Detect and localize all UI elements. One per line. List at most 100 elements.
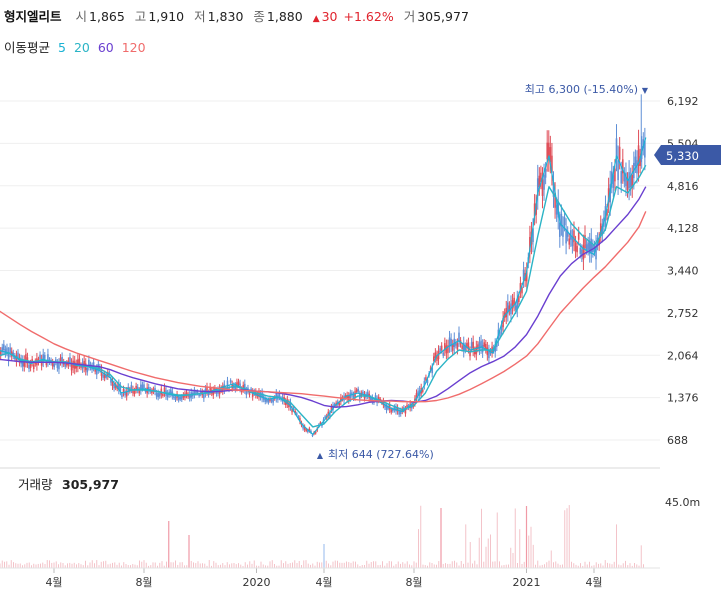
- candle-body: [177, 396, 180, 401]
- candle-body: [206, 386, 208, 392]
- candle-body: [581, 249, 583, 257]
- candle-body: [470, 342, 473, 349]
- candle-body: [259, 393, 262, 398]
- candle-body: [484, 344, 487, 350]
- candle-body: [59, 357, 62, 363]
- candle-body: [607, 188, 610, 203]
- candle-body: [286, 399, 289, 405]
- candle-body: [445, 345, 448, 354]
- candle-body: [494, 344, 497, 352]
- candle-body: [444, 343, 446, 351]
- candle-body: [473, 349, 476, 355]
- candle-body: [12, 352, 15, 357]
- candle-body: [17, 352, 19, 358]
- ma-60-label[interactable]: 60: [97, 40, 114, 55]
- ma-5-label[interactable]: 5: [58, 40, 66, 55]
- candle-body: [576, 246, 578, 253]
- candle-body: [198, 394, 200, 397]
- candle-body: [546, 142, 548, 160]
- candle-body: [385, 405, 388, 411]
- candle-body: [544, 168, 547, 178]
- candle-body: [266, 399, 268, 402]
- candle-body: [573, 230, 575, 243]
- candle-body: [9, 347, 11, 354]
- candle-body: [223, 384, 226, 390]
- candle-body: [105, 374, 107, 378]
- candle-body: [75, 363, 78, 369]
- candle-body: [295, 413, 298, 416]
- x-tick-label: 4월: [585, 576, 602, 589]
- candle-body: [566, 230, 569, 237]
- candle-body: [538, 175, 541, 188]
- current-price-badge-shape: [654, 145, 721, 165]
- candle-body: [69, 357, 71, 363]
- candle-body: [355, 389, 358, 392]
- candle-body: [42, 354, 44, 362]
- candle-body: [467, 342, 470, 349]
- close-label: 종: [253, 9, 265, 24]
- candle-body: [481, 344, 484, 353]
- candle-body: [239, 383, 241, 389]
- candle-body: [275, 393, 278, 399]
- ma-20-label[interactable]: 20: [73, 40, 90, 55]
- candle-body: [118, 383, 120, 390]
- candle-body: [106, 371, 109, 377]
- candle-body: [340, 397, 342, 402]
- candle-body: [587, 242, 589, 250]
- candle-body: [511, 300, 514, 309]
- candle-body: [125, 391, 128, 397]
- candle-body: [147, 386, 150, 392]
- candle-body: [199, 390, 202, 394]
- candle-body: [347, 395, 350, 401]
- candle-body: [212, 390, 215, 396]
- candle-body: [319, 422, 322, 425]
- volume-axis-label: 45.0m: [665, 496, 700, 509]
- candle-body: [462, 342, 465, 352]
- candle-body: [245, 390, 248, 395]
- candle-body: [272, 398, 274, 403]
- candle-body: [466, 343, 468, 348]
- candle-body: [436, 354, 438, 361]
- candle-body: [519, 283, 522, 292]
- candle-body: [425, 377, 427, 381]
- candle-body: [237, 381, 240, 386]
- candle-body: [196, 391, 199, 394]
- candle-body: [43, 354, 46, 359]
- candle-body: [371, 397, 374, 402]
- volume-bars: [0, 505, 644, 568]
- candle-body: [488, 350, 490, 359]
- candle-body: [623, 173, 626, 182]
- candle-body: [83, 360, 85, 368]
- candle-body: [163, 387, 166, 393]
- candle-body: [536, 178, 539, 197]
- ma-5-line: [0, 137, 647, 435]
- candle-body: [185, 392, 188, 396]
- candle-body: [426, 379, 429, 384]
- candle-body: [114, 384, 117, 388]
- candle-body: [88, 359, 90, 366]
- grid-lines: [0, 100, 660, 441]
- candle-body: [130, 385, 133, 390]
- candle-body: [92, 362, 95, 368]
- candle-body: [29, 363, 32, 368]
- candle-body: [95, 368, 98, 375]
- ma-120-label[interactable]: 120: [121, 40, 146, 55]
- volume-panel-label: 거래량: [18, 477, 53, 492]
- candle-body: [382, 400, 385, 406]
- candle-body: [70, 363, 73, 371]
- candle-body: [599, 223, 602, 235]
- candle-body: [606, 208, 608, 216]
- candle-body: [588, 241, 591, 254]
- candle-body: [64, 363, 67, 367]
- candle-body: [486, 347, 489, 356]
- x-tick-label: 8월: [135, 576, 152, 589]
- candle-body: [518, 296, 520, 303]
- x-tick-label: 4월: [45, 576, 62, 589]
- candle-body: [6, 347, 8, 353]
- candle-body: [133, 390, 136, 395]
- y-tick-label: 2,752: [667, 307, 699, 320]
- candle-body: [516, 298, 519, 310]
- y-tick-label: 4,816: [667, 180, 699, 193]
- candle-body: [103, 373, 106, 379]
